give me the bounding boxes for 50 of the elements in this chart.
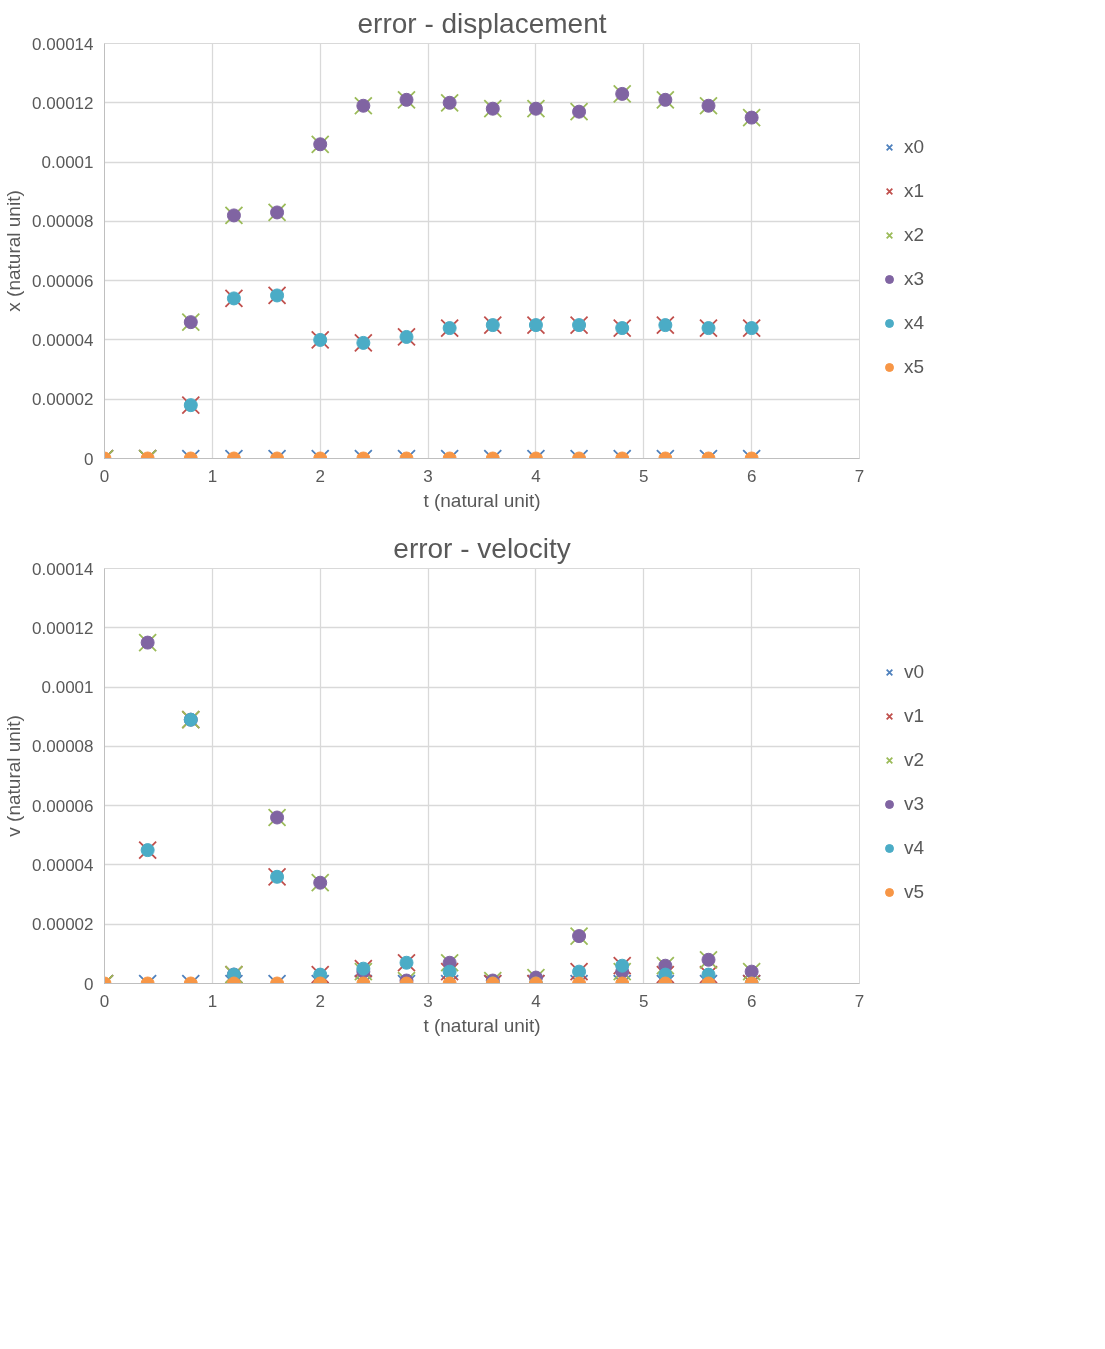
y-tick-label: 0.00014 xyxy=(32,34,94,54)
y-tick-label: 0.00012 xyxy=(32,93,94,113)
x-tick-label: 3 xyxy=(423,466,433,486)
y-tick-label: 0.0001 xyxy=(41,678,94,698)
x-tick-label: 2 xyxy=(315,466,325,486)
legend-label: x0 xyxy=(904,135,925,158)
chart-title: error - displacement xyxy=(357,7,607,39)
legend-label: v2 xyxy=(904,748,925,771)
x-axis-title: t (natural unit) xyxy=(423,1014,541,1036)
legend-label: v5 xyxy=(904,880,925,903)
x-tick-label: 1 xyxy=(207,466,218,486)
legend-label: v1 xyxy=(904,704,925,727)
chart-title: error - velocity xyxy=(393,532,571,564)
x-tick-label: 2 xyxy=(315,991,325,1011)
x-tick-label: 0 xyxy=(99,466,110,486)
y-tick-label: 0.00004 xyxy=(32,330,94,350)
y-tick-label: 0.00008 xyxy=(32,212,94,232)
y-tick-label: 0.00006 xyxy=(32,796,94,816)
y-tick-label: 0.00002 xyxy=(32,390,94,410)
y-tick-label: 0.00012 xyxy=(32,618,94,638)
y-tick-label: 0.00006 xyxy=(32,271,94,291)
x-tick-label: 3 xyxy=(423,991,433,1011)
x-tick-label: 5 xyxy=(639,466,649,486)
x-axis-title: t (natural unit) xyxy=(423,489,541,511)
y-tick-label: 0.0001 xyxy=(41,153,94,173)
legend-label: x5 xyxy=(904,355,925,378)
x-tick-label: 4 xyxy=(531,466,541,486)
legend-label: v0 xyxy=(904,660,925,683)
y-axis-title: x (natural unit) xyxy=(3,190,25,312)
legend-label: x2 xyxy=(904,223,925,246)
y-tick-label: 0.00014 xyxy=(32,559,94,579)
x-tick-label: 1 xyxy=(207,991,218,1011)
legend-label: v3 xyxy=(904,792,925,815)
x-tick-label: 6 xyxy=(746,991,757,1011)
legend-label: v4 xyxy=(904,836,925,859)
x-tick-label: 0 xyxy=(99,991,110,1011)
legend-label: x3 xyxy=(904,267,925,290)
x-tick-label: 4 xyxy=(531,991,541,1011)
y-tick-label: 0.00004 xyxy=(32,855,94,875)
x-tick-label: 5 xyxy=(639,991,649,1011)
y-tick-label: 0.00008 xyxy=(32,737,94,757)
legend-label: x4 xyxy=(904,311,925,334)
y-tick-label: 0 xyxy=(84,449,94,469)
y-tick-label: 0.00002 xyxy=(32,915,94,935)
x-tick-label: 6 xyxy=(746,466,757,486)
x-tick-label: 7 xyxy=(854,466,865,486)
y-tick-label: 0 xyxy=(84,974,94,994)
y-axis-title: v (natural unit) xyxy=(3,715,25,837)
legend-label: x1 xyxy=(904,179,925,202)
x-tick-label: 7 xyxy=(854,991,865,1011)
